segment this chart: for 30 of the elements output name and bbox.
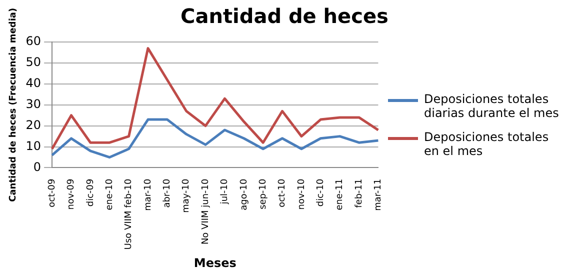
x-tick-label: Uso VIIM feb-10 [124, 178, 134, 250]
y-axis-title: Cantidad de heces (Frecuencia media) [8, 8, 19, 202]
y-tick-label: 30 [26, 97, 42, 111]
x-tick-label: ene-11 [335, 178, 346, 210]
y-tick-label: 20 [26, 118, 42, 132]
y-tick-label: 50 [26, 55, 42, 70]
x-tick-label: sep-10 [258, 178, 268, 210]
x-tick-label: nov-10 [296, 178, 307, 210]
x-tick-label: oct-09 [47, 178, 58, 208]
x-tick-label: No VIIM jun-10 [200, 178, 211, 245]
x-tick-label: oct-10 [278, 178, 288, 208]
x-tick-label: mar-10 [143, 178, 154, 211]
x-tick-label: ago-10 [239, 178, 250, 210]
x-tick-label: feb-11 [354, 178, 364, 208]
x-tick-label: ene-10 [104, 178, 115, 210]
y-tick-label: 60 [26, 34, 42, 48]
x-tick-label: jul-10 [220, 178, 230, 206]
y-tick-label: 0 [33, 160, 42, 174]
x-tick-label: may-10 [182, 178, 192, 213]
x-tick-label: nov-09 [66, 178, 77, 210]
x-tick-label: dic-10 [316, 178, 326, 207]
legend-label: Deposiciones totales diarias durante el mes [424, 92, 560, 120]
chart-title: Cantidad de heces [180, 4, 388, 28]
y-tick-label: 10 [26, 138, 42, 153]
x-tick-label: abr-10 [162, 178, 173, 208]
x-tick-label: dic-09 [86, 178, 96, 207]
legend-label: Deposiciones totales en el mes [424, 130, 550, 158]
x-axis-title: Meses [194, 256, 236, 270]
x-tick-label: mar-11 [374, 178, 384, 211]
y-tick-label: 40 [26, 76, 42, 90]
